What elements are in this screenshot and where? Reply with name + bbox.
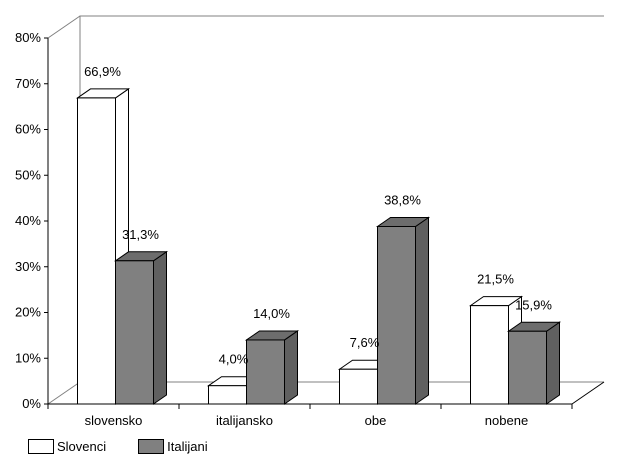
legend-item-italijani: Italijani: [138, 439, 208, 454]
data-label: 31,3%: [122, 227, 159, 242]
bar: [113, 250, 169, 405]
y-tick-label: 70%: [15, 76, 41, 91]
y-tick-label: 10%: [15, 350, 41, 365]
bar-front: [115, 260, 154, 405]
bar-side: [415, 216, 429, 405]
bar-side: [546, 321, 560, 405]
data-label: 7,6%: [350, 335, 380, 350]
bar-front: [377, 225, 416, 405]
data-label: 14,0%: [253, 306, 290, 321]
x-tick-label: nobene: [485, 413, 528, 428]
x-tick-label: italijansko: [216, 413, 273, 428]
bar-front: [508, 330, 547, 405]
bar-side: [153, 250, 167, 405]
data-label: 15,9%: [515, 297, 552, 312]
bar-chart: 0% 10% 20% 30% 40% 50% 60% 70% 80% slovensko ital…: [15, 15, 605, 428]
y-axis: 0% 10% 20% 30% 40% 50% 60% 70% 80%: [15, 30, 49, 411]
legend-label-slovenci: Slovenci: [57, 439, 107, 454]
x-tick-label: obe: [365, 413, 387, 428]
bar: [375, 216, 431, 405]
bar-front: [339, 368, 378, 405]
bar: [506, 321, 562, 405]
legend: Slovenci Italijani: [28, 437, 240, 456]
bar-front: [246, 339, 285, 405]
floor-left-edge: [47, 381, 81, 405]
y-tick-label: 40%: [15, 213, 41, 228]
wall-top-edge: [47, 15, 81, 39]
y-tick-label: 60%: [15, 122, 41, 137]
legend-item-slovenci: Slovenci: [28, 439, 106, 454]
y-tick-label: 80%: [15, 30, 41, 45]
y-tick-label: 50%: [15, 167, 41, 182]
bar-front: [77, 97, 116, 405]
bar-side: [284, 329, 298, 405]
data-label: 66,9%: [84, 64, 121, 79]
bar-front: [208, 385, 247, 405]
y-tick-label: 20%: [15, 305, 41, 320]
y-tick-label: 30%: [15, 259, 41, 274]
bars: [75, 87, 562, 405]
legend-label-italijani: Italijani: [167, 439, 208, 454]
y-tick-label: 0%: [22, 396, 41, 411]
bar-front: [470, 305, 509, 405]
x-tick-label: slovensko: [85, 413, 143, 428]
legend-swatch-slovenci: [28, 439, 54, 454]
legend-swatch-italijani: [138, 439, 165, 454]
x-axis-depth-edge: [571, 381, 605, 405]
data-label: 38,8%: [384, 192, 421, 207]
data-label: 4,0%: [219, 352, 249, 367]
bar: [244, 329, 300, 405]
data-label: 21,5%: [477, 272, 514, 287]
data-labels: 66,9% 31,3% 4,0% 14,0% 7,6% 38,8% 21,5%15,9%: [84, 64, 552, 367]
